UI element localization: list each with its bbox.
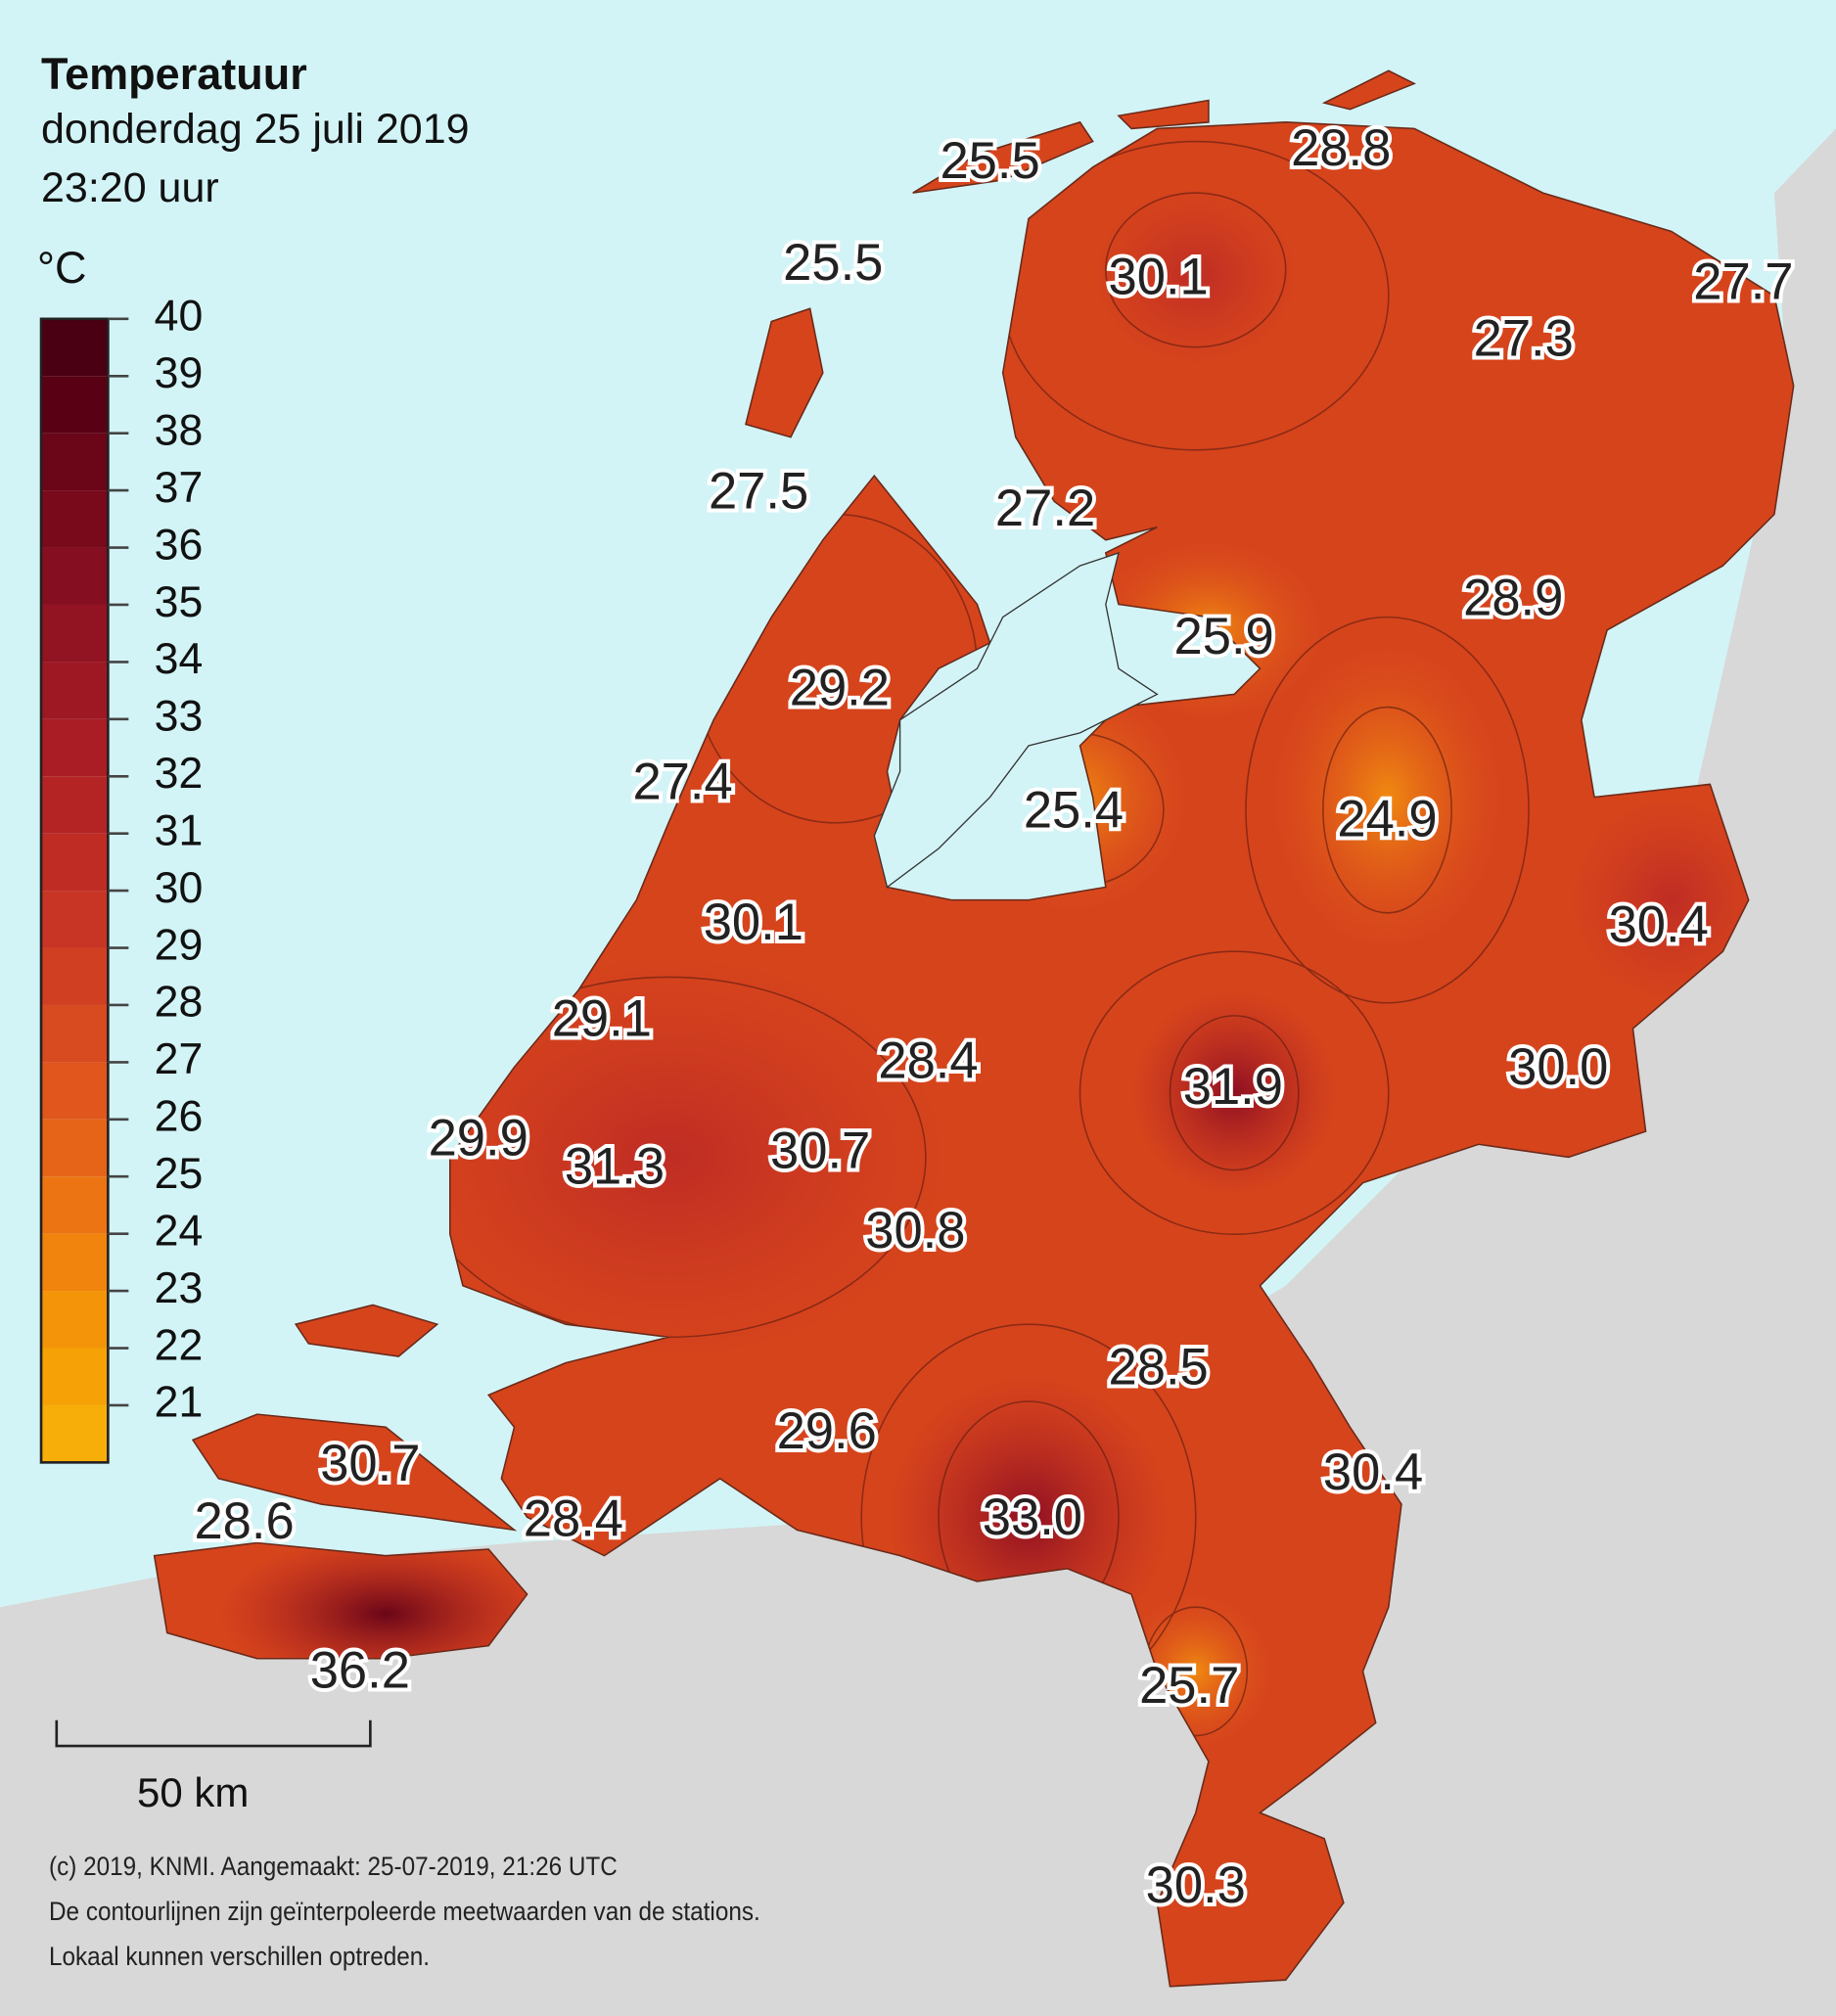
legend-swatch: [41, 891, 109, 948]
legend-swatch: [41, 318, 109, 377]
station-temperature: 27.2: [995, 480, 1095, 537]
legend-tick-label: 34: [155, 635, 204, 683]
map-time: 23:20 uur: [41, 164, 219, 211]
legend-tick-label: 38: [155, 406, 204, 454]
legend-swatch: [41, 547, 109, 605]
legend-tick-label: 28: [155, 979, 204, 1027]
legend-tick-label: 25: [155, 1150, 204, 1198]
station-temperature: 30.4: [1609, 895, 1709, 953]
station-temperature: 27.7: [1693, 253, 1793, 311]
legend-tick-label: 26: [155, 1093, 204, 1141]
station-temperature: 33.0: [983, 1489, 1082, 1546]
legend-swatch: [41, 490, 109, 548]
scale-bar: [55, 1719, 372, 1748]
station-temperature: 30.0: [1508, 1038, 1608, 1096]
station-temperature: 28.8: [1291, 119, 1391, 177]
station-temperature: 28.5: [1109, 1338, 1209, 1396]
station-temperature: 24.9: [1337, 791, 1437, 848]
legend-unit: °C: [37, 243, 87, 293]
station-temperature: 31.9: [1183, 1058, 1283, 1116]
station-temperature: 30.7: [770, 1123, 870, 1180]
station-temperature: 30.4: [1323, 1443, 1423, 1501]
station-temperature: 25.5: [783, 234, 883, 292]
station-temperature: 28.4: [878, 1032, 978, 1090]
legend-tick-label: 23: [155, 1264, 204, 1312]
station-temperature: 31.3: [565, 1137, 665, 1195]
legend-swatch: [41, 1062, 109, 1120]
legend-swatch: [41, 1348, 109, 1405]
scale-bar-label: 50 km: [137, 1769, 250, 1815]
station-temperature: 28.6: [194, 1492, 294, 1550]
legend-tick-label: 21: [155, 1379, 204, 1427]
ijsselmeer-water: [873, 551, 1159, 889]
station-temperature: 30.1: [1109, 248, 1209, 305]
local-variation-note: Lokaal kunnen verschillen optreden.: [49, 1942, 431, 1971]
station-temperature: 25.7: [1139, 1657, 1239, 1715]
legend-swatch: [41, 1004, 109, 1063]
legend-tick-label: 39: [155, 349, 204, 397]
station-temperature: 29.2: [790, 660, 890, 717]
legend-tick-label: 24: [155, 1207, 204, 1255]
station-temperature: 25.5: [940, 132, 1039, 190]
legend-tick-label: 36: [155, 521, 204, 569]
station-temperature: 28.9: [1463, 570, 1563, 627]
legend-swatch: [41, 776, 109, 834]
legend-swatch: [41, 604, 109, 663]
station-temperature: 36.2: [310, 1641, 410, 1699]
legend-swatch: [41, 662, 109, 719]
legend-swatch: [41, 833, 109, 892]
station-temperature: 27.5: [709, 463, 808, 521]
legend-tick-label: 30: [155, 864, 204, 912]
legend-tick-label: 35: [155, 578, 204, 626]
station-temperature: 29.9: [429, 1110, 528, 1168]
map-title: Temperatuur: [41, 49, 307, 99]
copyright-line: (c) 2019, KNMI. Aangemaakt: 25-07-2019, …: [49, 1852, 618, 1881]
station-labels: 25.5 28.8 25.5 30.1 27.7 27.3 27.5 27.2 28.9 25.9…: [191, 115, 1798, 1918]
contour-note: De contourlijnen zijn geïnterpoleerde me…: [49, 1897, 760, 1926]
color-legend: 40 39 38 37 36 35 34 33 32 31 30 29 28 27 26 25 24 23 22 21: [39, 293, 204, 1464]
legend-tick-label: 37: [155, 464, 204, 512]
map-date: donderdag 25 juli 2019: [41, 106, 470, 153]
legend-swatch: [41, 1291, 109, 1349]
station-temperature: 30.7: [320, 1435, 420, 1492]
legend-swatch: [41, 1119, 109, 1177]
station-temperature: 27.4: [632, 754, 732, 811]
station-temperature: 30.1: [704, 893, 803, 951]
legend-swatch: [41, 1233, 109, 1292]
legend-swatch: [41, 433, 109, 491]
legend-tick-label: 22: [155, 1321, 204, 1369]
station-temperature: 29.6: [777, 1402, 877, 1460]
station-temperature: 30.8: [865, 1202, 965, 1260]
legend-tick-label: 33: [155, 693, 204, 741]
legend-tick-label: 31: [155, 806, 204, 854]
station-temperature: 28.4: [524, 1489, 623, 1547]
station-temperature: 25.9: [1174, 608, 1274, 665]
legend-swatch: [41, 718, 109, 777]
legend-swatch: [41, 376, 109, 434]
station-temperature: 29.1: [552, 989, 652, 1047]
legend-tick-label: 27: [155, 1035, 204, 1083]
legend-tick-label: 40: [155, 293, 204, 341]
legend-swatch: [41, 947, 109, 1005]
legend-swatch: [41, 1176, 109, 1234]
station-temperature: 25.4: [1024, 782, 1124, 840]
legend-swatch: [41, 1404, 109, 1463]
legend-tick-label: 29: [155, 921, 204, 969]
station-temperature: 27.3: [1474, 309, 1574, 367]
footer-notes: (c) 2019, KNMI. Aangemaakt: 25-07-2019, …: [49, 1844, 760, 1979]
station-temperature: 30.3: [1146, 1856, 1246, 1914]
legend-tick-label: 32: [155, 750, 204, 798]
